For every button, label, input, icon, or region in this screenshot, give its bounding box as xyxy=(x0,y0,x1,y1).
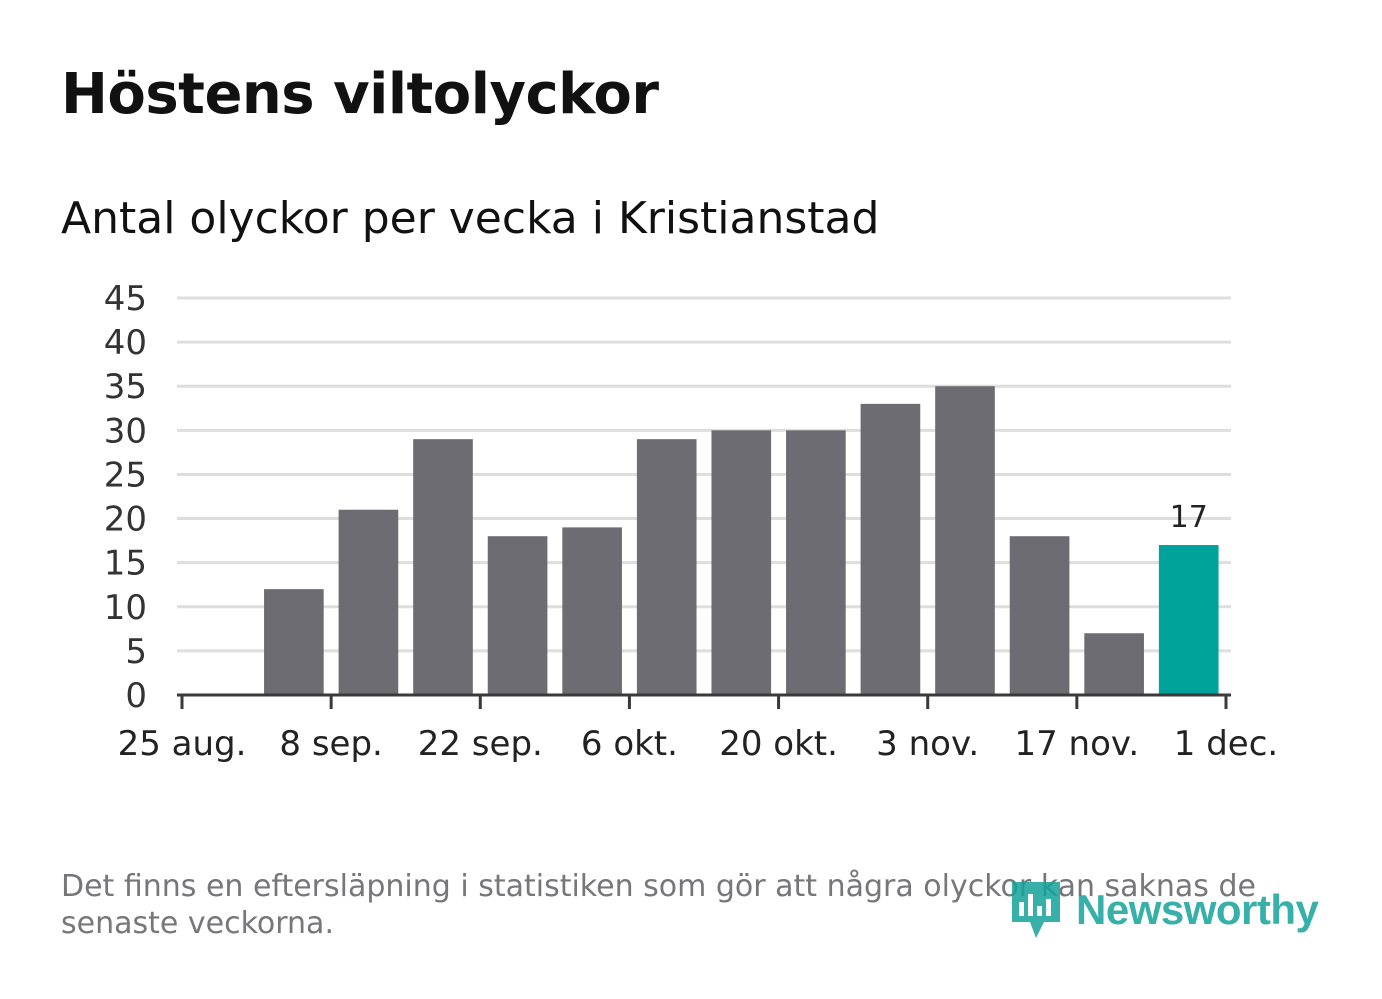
bar xyxy=(860,403,921,695)
bar xyxy=(413,439,473,695)
x-tick-label: 3 nov. xyxy=(876,724,979,764)
y-tick-label: 0 xyxy=(125,676,147,716)
bar xyxy=(338,509,399,695)
bar xyxy=(636,439,697,695)
y-tick-label: 45 xyxy=(104,279,147,319)
chart-title: Höstens viltolyckor xyxy=(61,62,659,127)
y-tick-label: 5 xyxy=(125,632,147,672)
x-tick-label: 22 sep. xyxy=(418,724,543,764)
bar xyxy=(711,430,772,695)
bar xyxy=(1009,536,1070,695)
x-tick-label: 17 nov. xyxy=(1014,724,1139,764)
bar xyxy=(935,386,995,695)
y-tick-label: 10 xyxy=(104,588,147,628)
bar xyxy=(562,527,622,695)
y-tick-label: 25 xyxy=(104,455,147,495)
y-tick-label: 40 xyxy=(104,323,147,363)
bar xyxy=(786,430,846,695)
y-tick-label: 15 xyxy=(104,544,147,584)
bar xyxy=(487,536,548,695)
y-tick-label: 35 xyxy=(104,367,147,407)
x-tick-label: 20 okt. xyxy=(719,724,838,764)
newsworthy-logo-icon xyxy=(1012,882,1060,938)
newsworthy-logo: Newsworthy xyxy=(1010,878,1320,942)
bar xyxy=(264,589,324,695)
x-tick-label: 25 aug. xyxy=(118,724,247,764)
x-tick-label: 1 dec. xyxy=(1174,724,1278,764)
x-tick-label: 6 okt. xyxy=(581,724,678,764)
chart-subtitle: Antal olyckor per vecka i Kristianstad xyxy=(61,193,880,244)
logo-text: Newsworthy xyxy=(1076,886,1319,933)
bar-highlight xyxy=(1158,545,1219,695)
y-tick-label: 20 xyxy=(104,500,147,540)
bar xyxy=(1084,633,1144,695)
data-label: 17 xyxy=(1170,500,1208,535)
x-tick-label: 8 sep. xyxy=(279,724,382,764)
y-tick-label: 30 xyxy=(104,411,147,451)
